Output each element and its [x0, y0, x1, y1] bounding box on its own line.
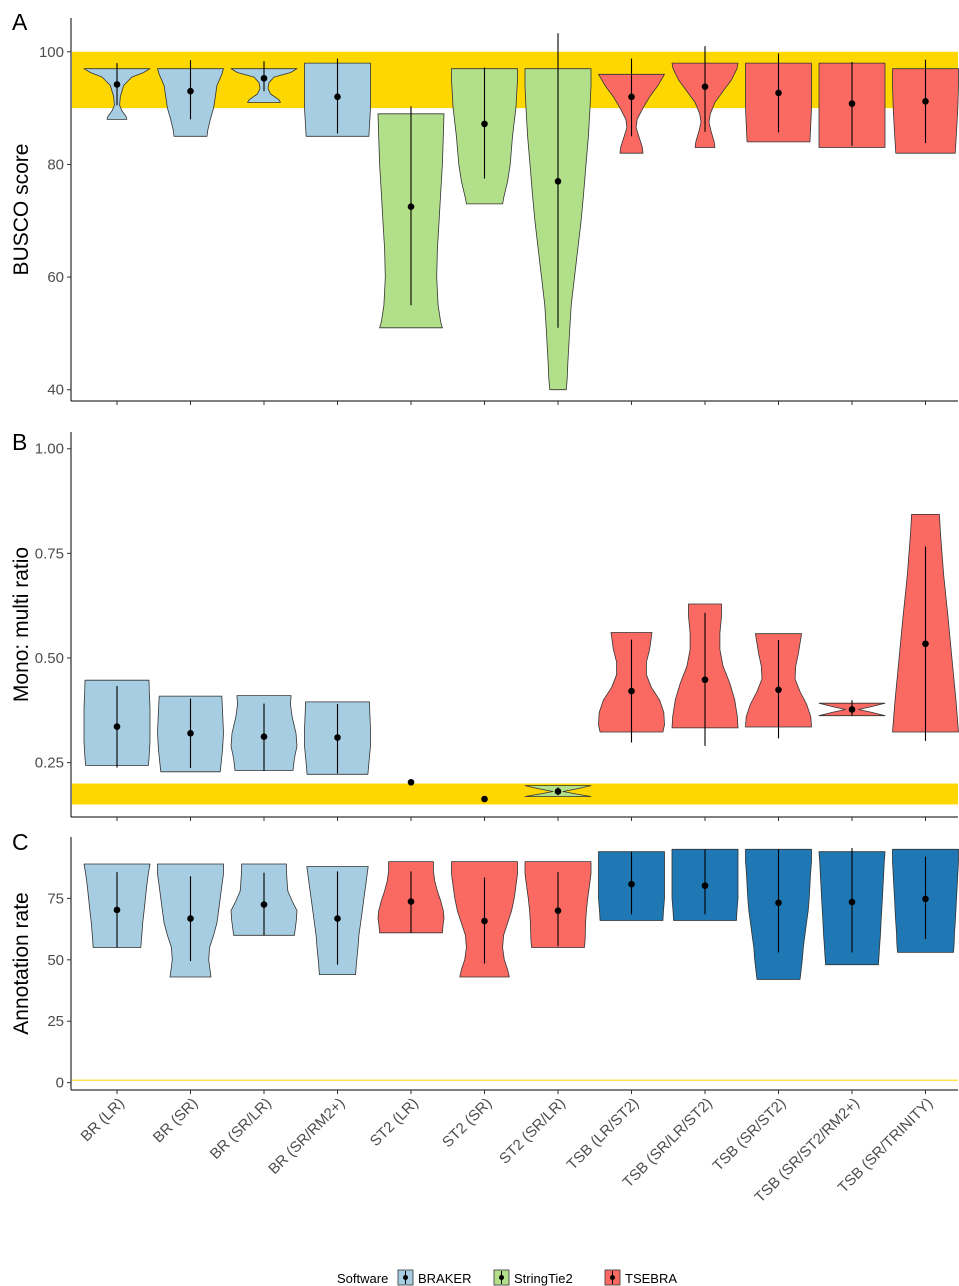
legend-label: StringTie2 — [514, 1271, 573, 1286]
panel-b: 0.25 0.50 0.75 1.00 Mono: multi ratio B — [10, 429, 959, 821]
mean-point — [701, 676, 709, 684]
mean-point — [848, 706, 856, 713]
legend-item: BRAKER — [397, 1269, 471, 1286]
y-tick-label: 0.75 — [35, 545, 64, 562]
mean-point — [334, 734, 341, 741]
legend-key-point — [403, 1275, 408, 1280]
mean-point — [334, 915, 341, 922]
x-tick-label: ST2 (SR/LR) — [496, 1095, 569, 1168]
y-tick-label: 80 — [47, 156, 64, 173]
y-tick-label: 50 — [47, 952, 64, 969]
mean-point — [554, 178, 562, 185]
y-tick-label: 60 — [47, 269, 64, 286]
y-tick-label: 100 — [39, 44, 64, 61]
mean-point — [407, 778, 415, 786]
mean-point — [848, 100, 856, 107]
mean-point — [407, 898, 415, 905]
panel-letter: C — [12, 829, 29, 855]
mean-point — [554, 907, 562, 914]
mean-point — [113, 723, 121, 730]
mean-point — [260, 74, 268, 82]
y-tick-label: 25 — [47, 1013, 64, 1030]
y-axis-title: Annotation rate — [10, 892, 33, 1034]
x-tick-label: TSB (LR/ST2) — [564, 1095, 643, 1174]
mean-point — [848, 898, 856, 906]
mean-point — [922, 98, 929, 105]
legend-item: TSEBRA — [604, 1269, 677, 1286]
y-axis-title: Mono: multi ratio — [10, 547, 33, 702]
legend-item: StringTie2 — [493, 1269, 573, 1286]
panel-c: 0 25 50 75 Annotation rate C — [10, 829, 959, 1094]
panel-letter: A — [12, 9, 28, 35]
panels: 40 60 80 100 BUSCO score A 0.25 0.50 0.75 1.00 Mon… — [10, 9, 959, 1094]
reference-band — [72, 1079, 958, 1081]
y-tick-label: 0 — [56, 1075, 64, 1092]
mean-point — [775, 686, 782, 694]
x-tick-label: BR (SR) — [150, 1095, 202, 1147]
legend-key-point — [610, 1275, 615, 1280]
mean-point — [187, 87, 194, 95]
x-tick-label: BR (SR/LR) — [207, 1095, 275, 1163]
y-tick-label: 0.25 — [35, 755, 64, 772]
panel-letter: B — [12, 429, 27, 455]
mean-point — [481, 120, 488, 128]
legend-label: BRAKER — [418, 1271, 471, 1286]
x-tick-label: ST2 (SR) — [439, 1095, 495, 1151]
y-tick-label: 0.50 — [35, 650, 64, 667]
x-tick-label: ST2 (LR) — [367, 1095, 422, 1150]
mean-point — [701, 83, 709, 91]
mean-point — [922, 640, 929, 648]
y-tick-label: 1.00 — [35, 441, 64, 458]
mean-point — [187, 730, 194, 737]
mean-point — [775, 899, 782, 907]
x-tick-label: BR (LR) — [78, 1095, 128, 1145]
legend-label: TSEBRA — [625, 1271, 677, 1286]
mean-point — [407, 203, 415, 210]
mean-point — [628, 880, 635, 888]
mean-point — [775, 89, 782, 97]
mean-point — [628, 687, 635, 695]
x-tick-label: BR (SR/RM2+) — [265, 1095, 348, 1178]
mean-point — [334, 93, 341, 101]
mean-point — [628, 93, 635, 101]
mean-point — [113, 81, 121, 88]
y-tick-label: 40 — [47, 382, 64, 399]
mean-point — [113, 906, 121, 914]
y-tick-label: 75 — [47, 890, 64, 907]
legend-title: Software — [337, 1271, 388, 1286]
mean-point — [481, 917, 488, 925]
mean-point — [554, 788, 562, 795]
x-axis: BR (LR) BR (SR) BR (SR/LR)BR (SR/RM2+) ST2 … — [78, 1095, 937, 1206]
mean-point — [187, 915, 194, 922]
panel-a: 40 60 80 100 BUSCO score A — [10, 9, 959, 405]
y-axis-title: BUSCO score — [10, 144, 33, 276]
mean-point — [701, 882, 709, 889]
mean-point — [260, 901, 268, 908]
x-tick-label: TSB (SR/ST2) — [710, 1095, 790, 1175]
mean-point — [260, 733, 268, 740]
mean-point — [481, 795, 488, 803]
mean-point — [922, 895, 929, 903]
legend: Software BRAKER StringTie2 TSEBRA — [337, 1269, 677, 1286]
legend-key-point — [499, 1275, 504, 1280]
reference-band — [72, 783, 958, 805]
